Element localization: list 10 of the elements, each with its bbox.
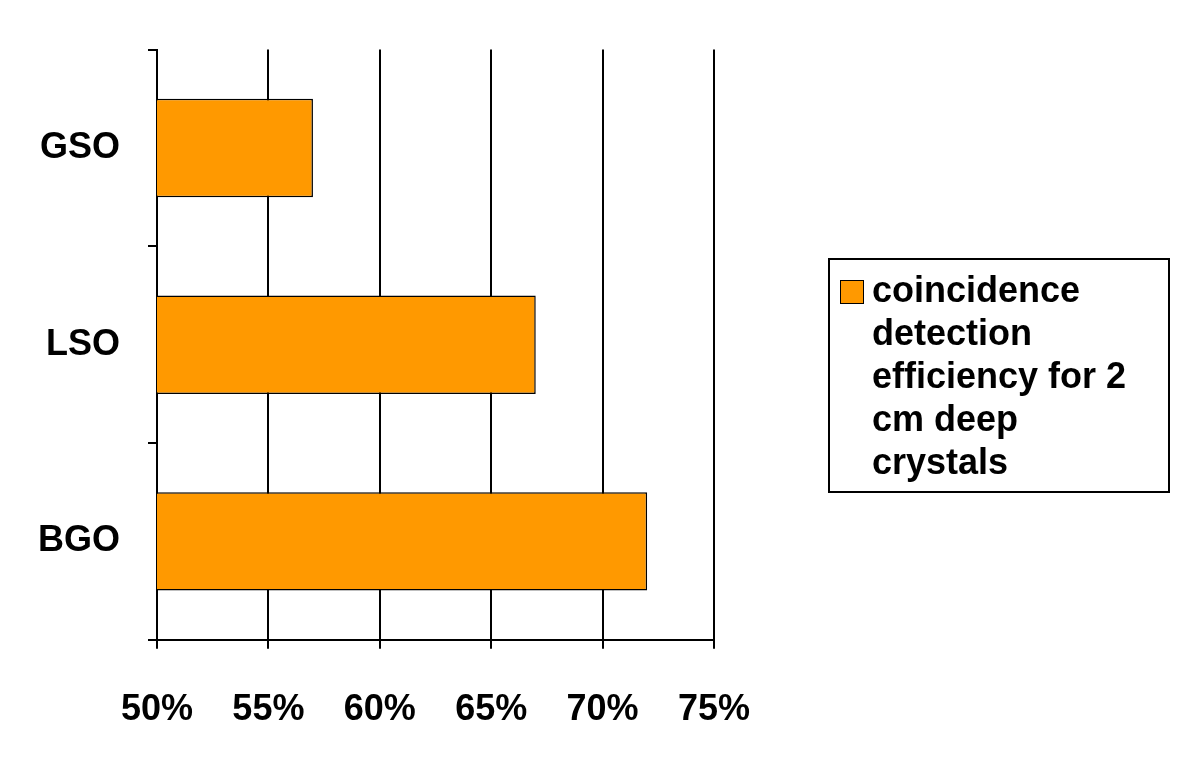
x-tick-label: 65% [455,687,528,729]
x-tick-label: 75% [677,687,750,729]
x-tick-label: 70% [566,687,639,729]
y-tick-label: LSO [45,321,120,363]
x-tick-label: 55% [232,687,305,729]
x-tick-label: 60% [343,687,416,729]
x-tick-label: 50% [120,687,194,729]
y-tick-label: GSO [39,124,120,166]
legend-label: coincidence detection efficiency for 2 cm deep crystals [872,268,1128,483]
y-tick-label: BGO [37,518,120,560]
